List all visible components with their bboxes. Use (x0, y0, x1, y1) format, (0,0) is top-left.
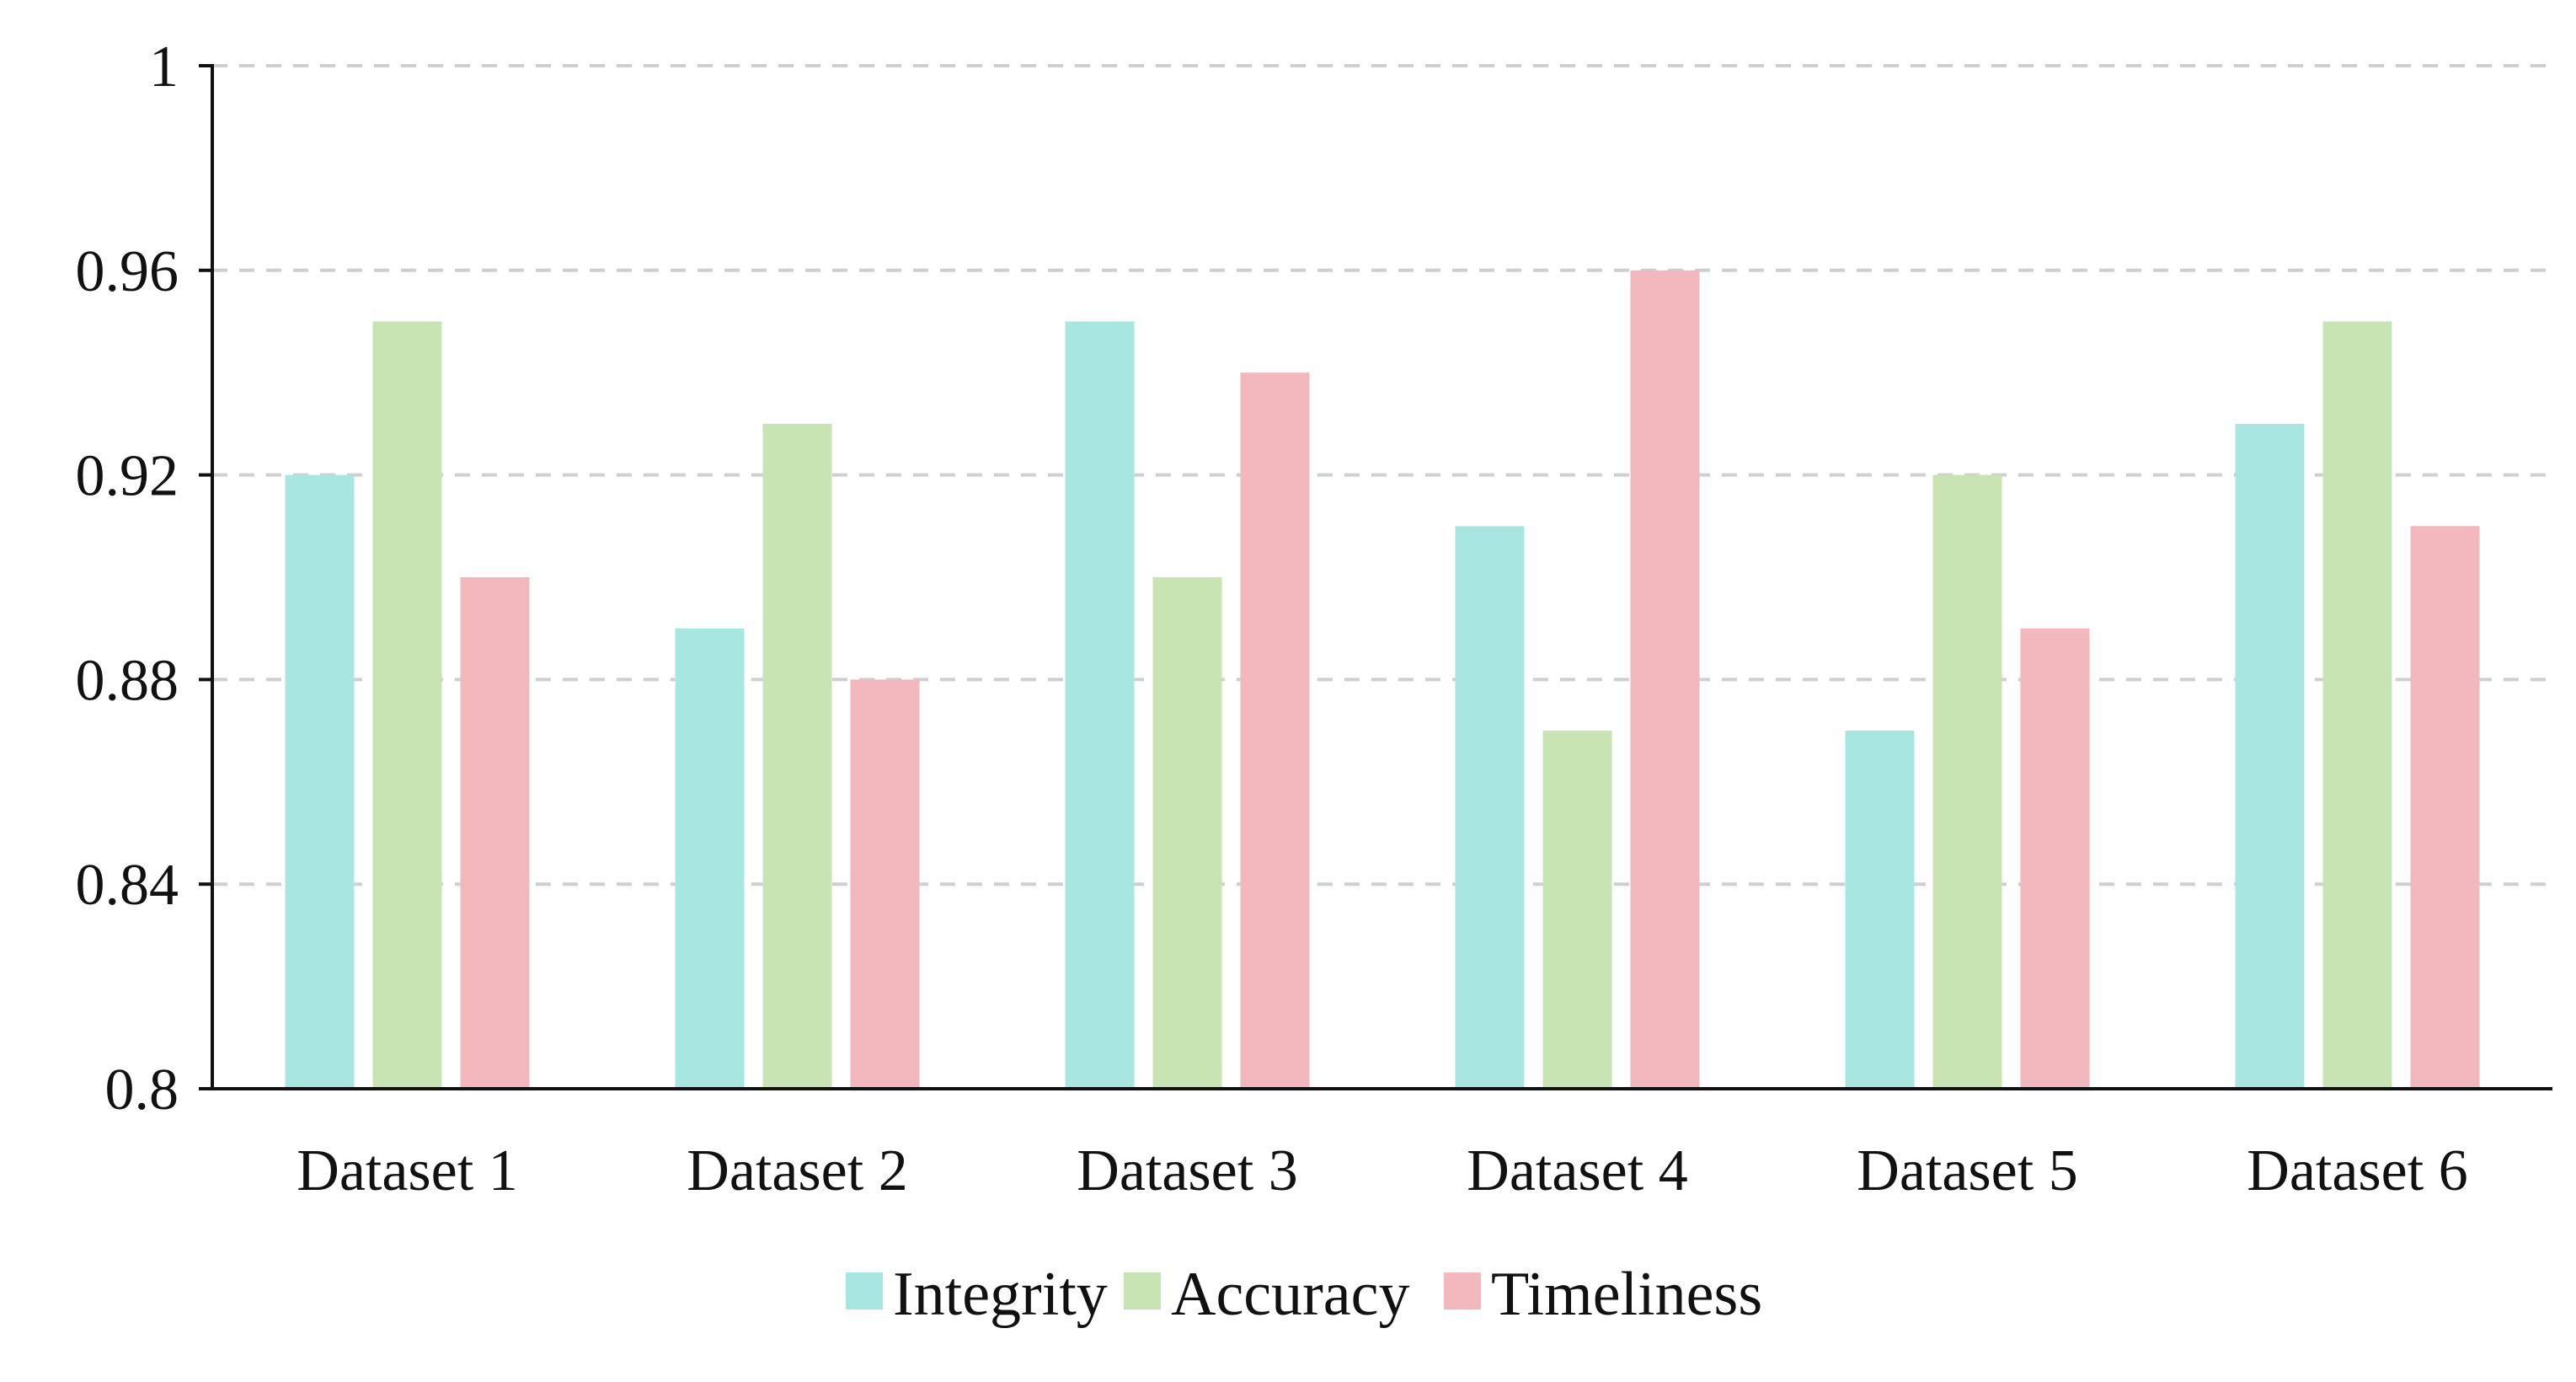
x-category-label: Dataset 3 (1077, 1138, 1297, 1203)
bar-integrity-1 (285, 474, 355, 1089)
legend-label: Integrity (893, 1260, 1108, 1329)
bar-integrity-5 (1845, 731, 1915, 1089)
y-tick-label: 1 (149, 35, 179, 99)
x-category-label: Dataset 5 (1857, 1138, 2077, 1203)
bar-timeliness-1 (460, 577, 530, 1089)
legend-label: Accuracy (1171, 1260, 1409, 1329)
bar-timeliness-5 (2020, 628, 2090, 1089)
bar-accuracy-2 (762, 423, 832, 1089)
legend-label: Timeliness (1491, 1260, 1762, 1329)
legend-swatch (1124, 1272, 1161, 1310)
bar-accuracy-4 (1542, 731, 1612, 1089)
legend-swatch (1444, 1272, 1481, 1310)
bar-integrity-4 (1455, 526, 1525, 1089)
legend-item-timeliness: Timeliness (1444, 1260, 1762, 1329)
bar-accuracy-6 (2322, 321, 2392, 1089)
legend: Integrity Accuracy Timeliness (846, 1260, 1762, 1329)
x-category-label: Dataset 2 (687, 1138, 907, 1203)
bar-accuracy-1 (372, 321, 442, 1089)
y-tick-label: 0.84 (76, 853, 179, 918)
y-tick-label: 0.8 (105, 1058, 179, 1122)
bar-integrity-3 (1065, 321, 1135, 1089)
y-tick-label: 0.96 (76, 239, 179, 304)
bars-layer (285, 270, 2480, 1089)
axis-layer (199, 64, 2552, 1090)
x-category-labels: Dataset 1 Dataset 2 Dataset 3 Dataset 4 Data… (297, 1138, 2467, 1203)
bar-accuracy-5 (1932, 474, 2002, 1089)
bar-timeliness-4 (1630, 270, 1700, 1089)
y-tick-labels: 0.8 0.84 0.88 0.92 0.96 1 (76, 35, 179, 1122)
x-category-label: Dataset 1 (297, 1138, 517, 1203)
legend-item-accuracy: Accuracy (1124, 1260, 1409, 1329)
bar-timeliness-6 (2410, 526, 2480, 1089)
legend-swatch (846, 1272, 883, 1310)
x-category-label: Dataset 4 (1467, 1138, 1687, 1203)
bar-accuracy-3 (1152, 577, 1222, 1089)
y-tick-label: 0.88 (76, 648, 179, 713)
grid-layer (212, 64, 2552, 887)
y-tick-label: 0.92 (76, 444, 179, 509)
x-category-label: Dataset 6 (2247, 1138, 2467, 1203)
bar-timeliness-3 (1240, 372, 1310, 1089)
legend-item-integrity: Integrity (846, 1260, 1108, 1329)
bar-integrity-2 (675, 628, 745, 1089)
bar-timeliness-2 (850, 679, 920, 1089)
bar-integrity-6 (2235, 423, 2305, 1089)
